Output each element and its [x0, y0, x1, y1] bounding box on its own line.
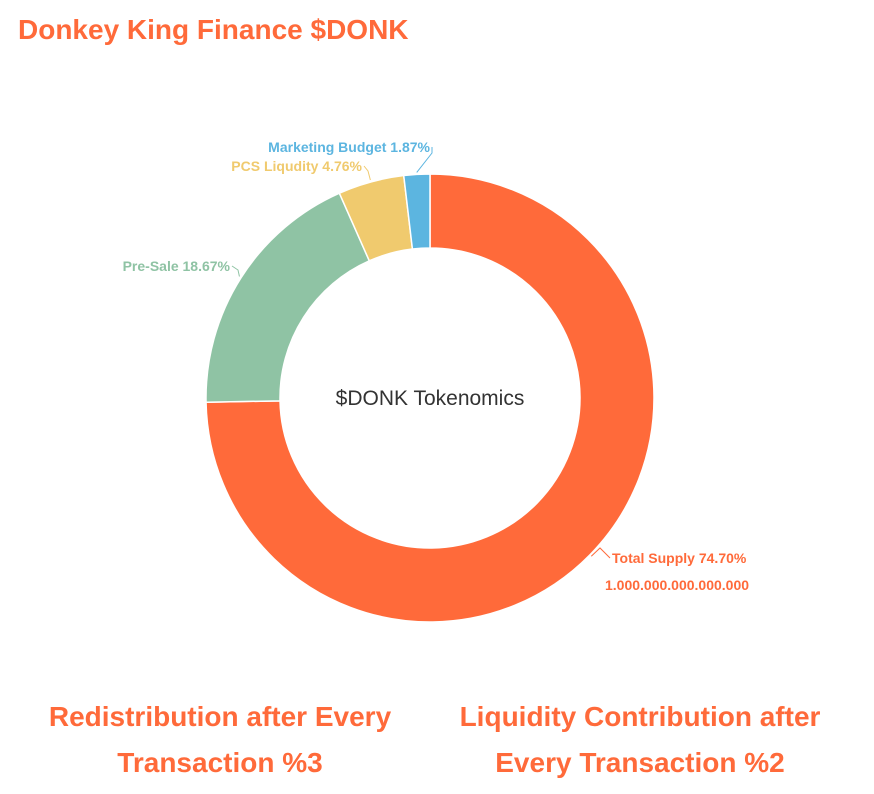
redistribution-line-1: Redistribution after Every	[48, 701, 392, 732]
chart-center-title: $DONK Tokenomics	[336, 387, 525, 410]
liquidity-feature: Liquidity Contribution after Every Trans…	[440, 694, 840, 786]
leader-line-marketing-budget	[416, 147, 433, 173]
leader-line-pcs-liqudity	[363, 165, 371, 181]
leader-line-pre-sale	[231, 265, 240, 277]
slice-marketing-budget[interactable]	[402, 173, 431, 250]
label-total-supply: Total Supply 74.70%	[612, 550, 747, 566]
redistribution-line-2: Transaction %3	[117, 747, 323, 778]
label-pcs-liqudity: PCS Liqudity 4.76%	[231, 158, 362, 174]
liquidity-line-1: Liquidity Contribution after	[459, 701, 821, 732]
slice-pre-sale[interactable]	[205, 192, 371, 403]
redistribution-feature: Redistribution after Every Transaction %…	[20, 694, 420, 786]
leader-line-total-supply	[590, 547, 611, 559]
label-pre-sale: Pre-Sale 18.67%	[123, 258, 231, 274]
page-title: Donkey King Finance $DONK	[18, 14, 409, 45]
total-supply-amount: 1.000.000.000.000.000	[605, 577, 750, 593]
slice-total-supply[interactable]	[205, 173, 655, 623]
liquidity-line-2: Every Transaction %2	[495, 747, 785, 778]
label-marketing-budget: Marketing Budget 1.87%	[268, 139, 430, 155]
